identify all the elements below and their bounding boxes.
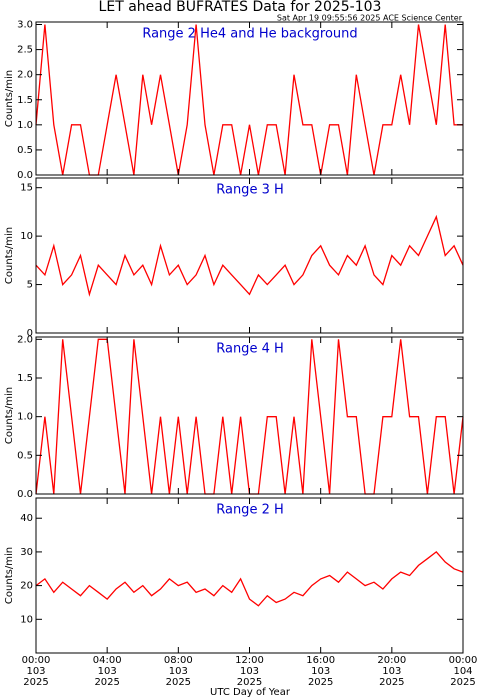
x-tick-label: 04:00 xyxy=(93,655,122,666)
y-tick-label: 3.0 xyxy=(17,20,33,31)
y-tick-label: 1.5 xyxy=(17,373,33,384)
x-tick-label: 16:00 xyxy=(306,655,335,666)
x-tick-day: 103 xyxy=(169,666,188,677)
panel-title: Range 3 H xyxy=(216,183,284,198)
y-tick-label: 0 xyxy=(27,328,33,339)
y-tick-label: 2.0 xyxy=(17,70,33,81)
x-tick-year: 2025 xyxy=(166,677,191,688)
y-tick-label: 1.5 xyxy=(17,95,33,106)
data-line xyxy=(35,551,464,607)
x-tick-day: 103 xyxy=(382,666,401,677)
x-tick-label: 00:00 xyxy=(22,655,51,666)
data-line xyxy=(35,24,463,176)
x-tick-year: 2025 xyxy=(23,677,48,688)
y-tick-label: 15 xyxy=(20,183,33,194)
y-tick-label: 1.0 xyxy=(17,412,33,423)
y-tick-label: 2.0 xyxy=(17,334,33,345)
x-tick-label: 00:00 xyxy=(449,655,478,666)
y-tick-label: 30 xyxy=(20,547,33,558)
x-tick-day: 103 xyxy=(240,666,259,677)
y-tick-label: 40 xyxy=(20,513,33,524)
y-tick-label: 10 xyxy=(20,614,33,625)
subtitle: Sat Apr 19 09:55:56 2025 ACE Science Cen… xyxy=(277,14,463,23)
panel-title: Range 2 H xyxy=(216,503,284,518)
y-tick-label: 2.5 xyxy=(17,45,33,56)
x-tick-day: 104 xyxy=(453,666,472,677)
x-tick-year: 2025 xyxy=(237,677,262,688)
x-tick-year: 2025 xyxy=(450,677,475,688)
x-tick-year: 2025 xyxy=(94,677,119,688)
y-tick-label: 1.0 xyxy=(17,120,33,131)
chart-title: LET ahead BUFRATES Data for 2025-103 xyxy=(99,0,382,15)
x-axis-label: UTC Day of Year xyxy=(210,687,291,698)
y-tick-label: 5 xyxy=(27,280,33,291)
x-tick-label: 08:00 xyxy=(164,655,193,666)
y-tick-label: 0.5 xyxy=(17,145,33,156)
y-axis-label: Counts/min xyxy=(4,70,15,127)
panel-title: Range 2 He4 and He background xyxy=(142,27,357,42)
x-tick-label: 20:00 xyxy=(377,655,406,666)
y-axis-label: Counts/min xyxy=(4,547,15,604)
y-tick-label: 0.5 xyxy=(17,450,33,461)
x-tick-day: 103 xyxy=(26,666,45,677)
data-line xyxy=(35,214,464,297)
x-tick-year: 2025 xyxy=(308,677,333,688)
panel-title: Range 4 H xyxy=(216,342,284,357)
x-tick-day: 103 xyxy=(98,666,117,677)
y-axis-label: Counts/min xyxy=(4,387,15,444)
x-tick-day: 103 xyxy=(311,666,330,677)
y-tick-label: 10 xyxy=(20,231,33,242)
x-tick-label: 12:00 xyxy=(235,655,264,666)
x-tick-year: 2025 xyxy=(379,677,404,688)
y-tick-label: 0.0 xyxy=(17,489,33,500)
y-tick-label: 0.0 xyxy=(17,170,33,181)
y-tick-label: 20 xyxy=(20,581,33,592)
y-axis-label: Counts/min xyxy=(4,227,15,284)
